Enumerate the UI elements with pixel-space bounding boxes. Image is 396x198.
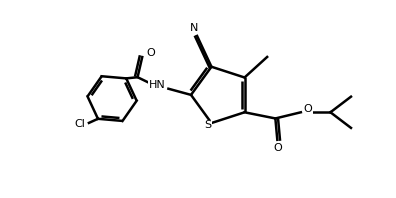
- Text: Cl: Cl: [74, 119, 85, 129]
- Text: O: O: [274, 144, 283, 153]
- Text: O: O: [147, 48, 155, 58]
- Text: S: S: [205, 120, 212, 130]
- Text: O: O: [304, 104, 312, 114]
- Text: HN: HN: [148, 80, 165, 90]
- Text: N: N: [190, 23, 198, 33]
